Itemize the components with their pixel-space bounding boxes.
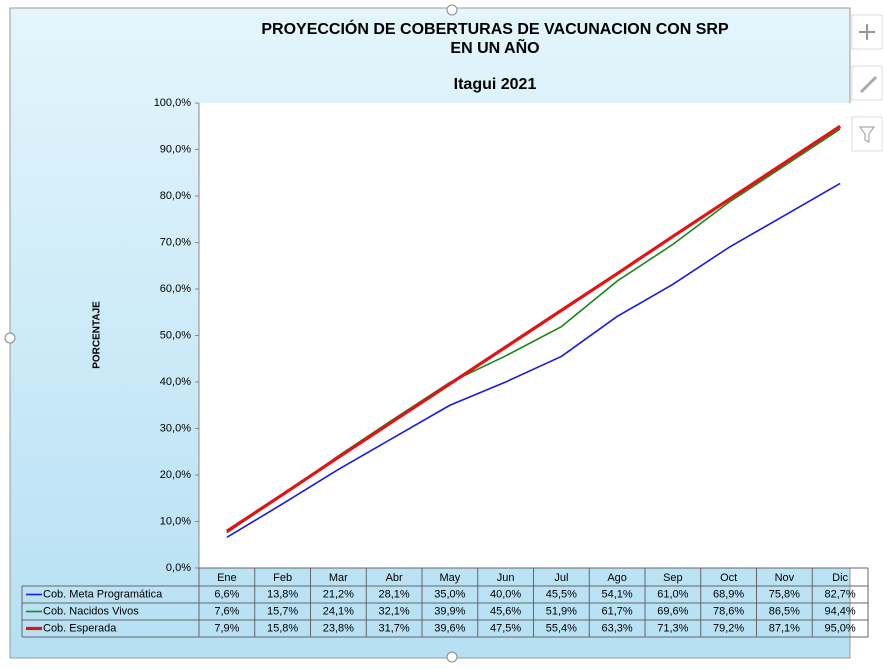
table-value: 15,7%: [267, 605, 298, 617]
table-value: 13,8%: [267, 588, 298, 600]
legend-label: Cob. Nacidos Vivos: [43, 605, 139, 617]
resize-handle[interactable]: [446, 651, 458, 663]
table-value: 61,0%: [657, 588, 688, 600]
table-value: 23,8%: [323, 622, 354, 634]
table-value: 55,4%: [546, 622, 577, 634]
table-value: 54,1%: [602, 588, 633, 600]
chart-filters-button[interactable]: [851, 116, 883, 152]
y-tick-label: 10,0%: [160, 515, 191, 527]
table-value: 31,7%: [379, 622, 410, 634]
table-value: 40,0%: [490, 588, 521, 600]
table-value: 21,2%: [323, 588, 354, 600]
table-value: 69,6%: [657, 605, 688, 617]
x-tick-label: Abr: [386, 572, 403, 584]
table-value: 15,8%: [267, 622, 298, 634]
table-value: 32,1%: [379, 605, 410, 617]
table-value: 63,3%: [602, 622, 633, 634]
x-tick-label: Mar: [329, 572, 348, 584]
table-value: 71,3%: [657, 622, 688, 634]
x-tick-label: Feb: [273, 572, 292, 584]
x-tick-label: Jul: [554, 572, 568, 584]
resize-handle[interactable]: [4, 332, 16, 344]
table-value: 45,5%: [546, 588, 577, 600]
chart-title: EN UN AÑO: [450, 37, 539, 57]
table-value: 95,0%: [825, 622, 856, 634]
chart-title: PROYECCIÓN DE COBERTURAS DE VACUNACION C…: [261, 19, 729, 38]
table-value: 87,1%: [769, 622, 800, 634]
table-value: 24,1%: [323, 605, 354, 617]
table-value: 28,1%: [379, 588, 410, 600]
y-tick-label: 40,0%: [160, 376, 191, 388]
table-value: 7,9%: [214, 622, 239, 634]
chart-styles-button[interactable]: [851, 65, 883, 101]
table-value: 6,6%: [214, 588, 239, 600]
y-tick-label: 90,0%: [160, 143, 191, 155]
y-tick-label: 20,0%: [160, 469, 191, 481]
y-tick-label: 60,0%: [160, 283, 191, 295]
table-value: 68,9%: [713, 588, 744, 600]
table-value: 51,9%: [546, 605, 577, 617]
table-value: 75,8%: [769, 588, 800, 600]
y-tick-label: 70,0%: [160, 236, 191, 248]
x-tick-label: Ene: [217, 572, 237, 584]
series-line: [226, 182, 841, 538]
x-tick-label: Sep: [663, 572, 683, 584]
table-value: 78,6%: [713, 605, 744, 617]
resize-handle[interactable]: [446, 4, 458, 16]
table-value: 39,9%: [434, 605, 465, 617]
legend-label: Cob. Meta Programática: [43, 588, 163, 600]
y-axis-label: PORCENTAJE: [92, 301, 103, 369]
table-value: 45,6%: [490, 605, 521, 617]
legend-label: Cob. Esperada: [43, 622, 117, 634]
x-tick-label: Ago: [607, 572, 627, 584]
table-value: 7,6%: [214, 605, 239, 617]
chart-elements-button[interactable]: [851, 14, 883, 50]
table-value: 61,7%: [602, 605, 633, 617]
y-tick-label: 100,0%: [154, 97, 192, 109]
table-value: 39,6%: [434, 622, 465, 634]
y-tick-label: 30,0%: [160, 422, 191, 434]
table-value: 94,4%: [825, 605, 856, 617]
y-tick-label: 0,0%: [166, 562, 191, 574]
chart-subtitle: Itagui 2021: [454, 76, 537, 93]
x-tick-label: Nov: [775, 572, 795, 584]
x-tick-label: Dic: [832, 572, 848, 584]
x-tick-label: May: [439, 572, 460, 584]
y-tick-label: 80,0%: [160, 190, 191, 202]
table-value: 86,5%: [769, 605, 800, 617]
table-value: 79,2%: [713, 622, 744, 634]
table-value: 47,5%: [490, 622, 521, 634]
series-line: [225, 124, 842, 533]
x-tick-label: Jun: [497, 572, 515, 584]
x-tick-label: Oct: [720, 572, 737, 584]
y-tick-label: 50,0%: [160, 329, 191, 341]
table-value: 82,7%: [825, 588, 856, 600]
table-value: 35,0%: [434, 588, 465, 600]
